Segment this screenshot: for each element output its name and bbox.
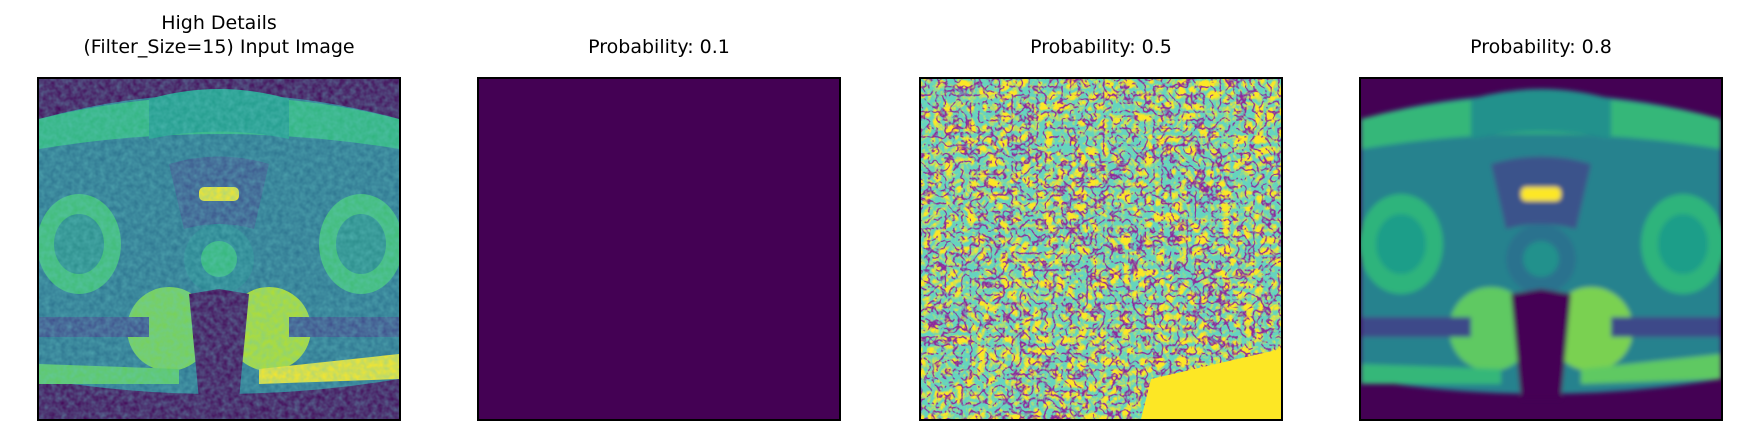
- panel-probability-0-5: Probability: 0.5: [919, 0, 1283, 442]
- uniform-dark-purple-image: [479, 79, 839, 419]
- probability-0-8-frame: [1359, 77, 1723, 421]
- input-image-frame: [37, 77, 401, 421]
- panel-title-line2: Probability: 0.8: [1470, 36, 1612, 58]
- noisy-speckle-image: [921, 79, 1281, 419]
- panel-title-line1: High Details: [161, 12, 277, 34]
- panel-title-line2: Probability: 0.5: [1030, 36, 1172, 58]
- mri-pelvis-smoothed-image: [1361, 79, 1721, 419]
- panel-probability-0-1: Probability: 0.1: [477, 0, 841, 442]
- mri-pelvis-input-image: [39, 79, 399, 419]
- panel-input-image: High Details (Filter_Size=15) Input Imag…: [37, 0, 401, 442]
- panel-probability-0-8: Probability: 0.8: [1359, 0, 1723, 442]
- panel-title-line2: Probability: 0.1: [588, 36, 730, 58]
- panel-title-line2: (Filter_Size=15) Input Image: [83, 36, 355, 58]
- probability-0-1-frame: [477, 77, 841, 421]
- probability-0-5-frame: [919, 77, 1283, 421]
